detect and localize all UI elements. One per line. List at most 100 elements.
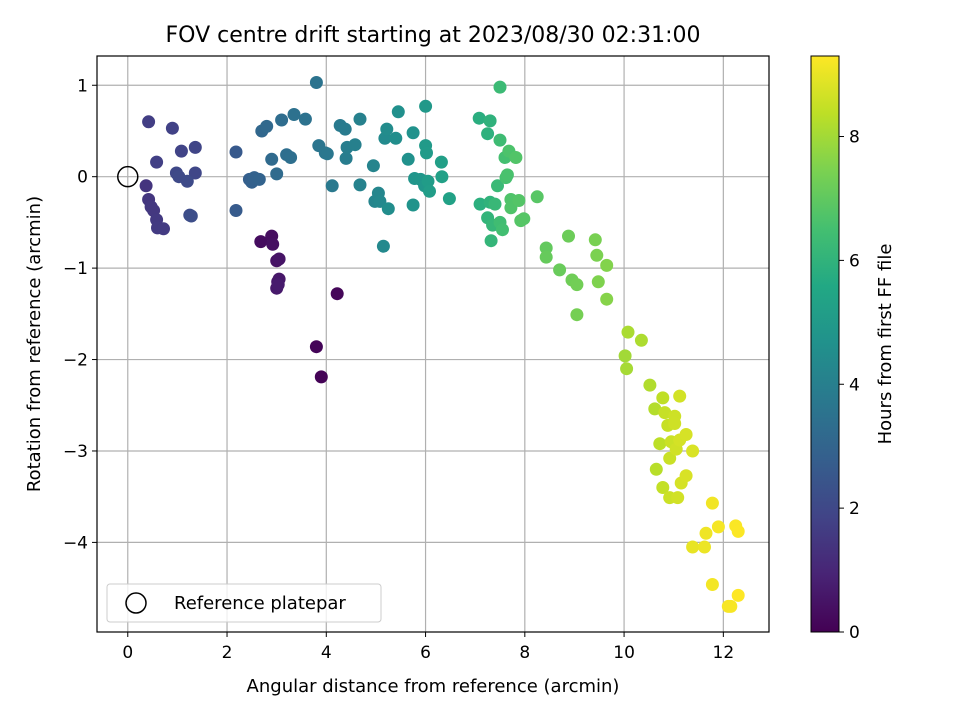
scatter-point xyxy=(150,155,164,169)
scatter-point xyxy=(353,178,367,192)
data-points xyxy=(139,76,745,613)
scatter-point xyxy=(435,170,449,184)
scatter-point xyxy=(381,202,395,216)
scatter-point xyxy=(442,192,456,206)
scatter-point xyxy=(484,234,498,248)
y-tick-label: −2 xyxy=(63,351,88,371)
scatter-point xyxy=(493,133,507,147)
chart-title: FOV centre drift starting at 2023/08/30 … xyxy=(166,23,701,48)
scatter-point xyxy=(353,112,367,126)
scatter-point xyxy=(699,526,713,540)
scatter-point xyxy=(671,491,685,505)
colorbar-gradient xyxy=(810,55,840,633)
scatter-point xyxy=(512,194,526,207)
scatter-point xyxy=(275,113,289,127)
scatter-point xyxy=(643,378,657,392)
scatter-point xyxy=(621,325,635,339)
scatter-point xyxy=(184,209,198,223)
legend-label-reference-platepar: Reference platepar xyxy=(174,593,346,614)
colorbar-tick-label: 4 xyxy=(849,375,860,395)
scatter-point xyxy=(309,340,323,354)
scatter-point xyxy=(668,417,682,430)
scatter-point xyxy=(139,179,153,193)
scatter-point xyxy=(539,241,553,255)
scatter-point xyxy=(188,140,202,154)
scatter-point xyxy=(600,292,614,306)
colorbar-label: Hours from first FF file xyxy=(875,244,896,445)
x-tick-label: 6 xyxy=(420,643,431,663)
scatter-point xyxy=(421,174,435,188)
scatter-point xyxy=(509,151,523,164)
scatter-point xyxy=(330,287,344,301)
scatter-point xyxy=(254,235,268,249)
scatter-point xyxy=(473,197,487,211)
scatter-point xyxy=(434,155,448,169)
scatter-point xyxy=(260,119,274,133)
colorbar-tick-label: 0 xyxy=(849,623,860,643)
scatter-point xyxy=(165,121,179,135)
legend-reference-marker-icon xyxy=(125,592,147,614)
scatter-point xyxy=(663,451,677,465)
scatter-point xyxy=(705,496,719,510)
scatter-point xyxy=(320,147,334,161)
scatter-point xyxy=(570,308,584,322)
scatter-point xyxy=(481,127,495,141)
scatter-point xyxy=(500,168,514,182)
scatter-point xyxy=(406,198,420,212)
scatter-point xyxy=(483,114,497,128)
scatter-point xyxy=(488,197,502,211)
scatter-point xyxy=(731,588,745,602)
x-tick-label: 10 xyxy=(613,643,635,663)
scatter-point xyxy=(287,108,301,121)
scatter-point xyxy=(266,237,280,251)
x-axis-label: Angular distance from reference (arcmin) xyxy=(247,676,620,697)
scatter-point xyxy=(420,146,433,160)
scatter-point xyxy=(673,389,687,403)
scatter-point xyxy=(188,166,202,180)
scatter-point xyxy=(649,462,663,476)
scatter-point xyxy=(472,111,486,125)
x-tick-label: 2 xyxy=(222,643,233,663)
scatter-point xyxy=(634,333,648,347)
y-tick-label: 1 xyxy=(77,76,88,96)
scatter-point xyxy=(731,524,745,538)
y-axis-ticks: −4 −3 −2 −1 0 1 xyxy=(63,76,97,553)
scatter-point xyxy=(658,406,672,420)
scatter-point xyxy=(325,179,339,193)
scatter-point xyxy=(376,239,390,253)
scatter-point xyxy=(656,481,670,494)
colorbar-tick-label: 8 xyxy=(849,128,860,148)
scatter-point xyxy=(142,115,156,129)
scatter-point xyxy=(314,370,328,384)
scatter-point xyxy=(570,278,584,292)
colorbar-tick-label: 6 xyxy=(849,251,860,271)
scatter-point xyxy=(686,540,700,554)
scatter-point xyxy=(591,275,605,289)
scatter-point xyxy=(698,540,711,554)
colorbar-tick-label: 2 xyxy=(849,499,860,519)
x-tick-label: 4 xyxy=(321,643,332,663)
x-axis-ticks: 0 2 4 6 8 10 12 xyxy=(122,632,734,663)
scatter-point xyxy=(679,428,693,441)
scatter-point xyxy=(686,444,700,458)
scatter-point xyxy=(373,194,387,208)
scatter-point xyxy=(229,145,243,159)
scatter-point xyxy=(339,151,353,165)
y-tick-label: −3 xyxy=(63,442,88,462)
colorbar-ticks: 0 2 4 6 8 xyxy=(839,128,860,643)
scatter-point xyxy=(419,99,433,113)
scatter-point xyxy=(271,278,285,292)
scatter-point xyxy=(229,204,243,217)
plot-frame xyxy=(96,55,770,633)
scatter-point xyxy=(705,578,719,591)
scatter-point xyxy=(157,222,170,236)
scatter-point xyxy=(539,250,553,264)
scatter-point xyxy=(517,212,531,226)
scatter-point xyxy=(493,80,507,94)
scatter-point xyxy=(562,229,575,243)
scatter-point xyxy=(366,159,380,173)
x-tick-label: 12 xyxy=(713,643,735,663)
scatter-point xyxy=(348,138,362,152)
